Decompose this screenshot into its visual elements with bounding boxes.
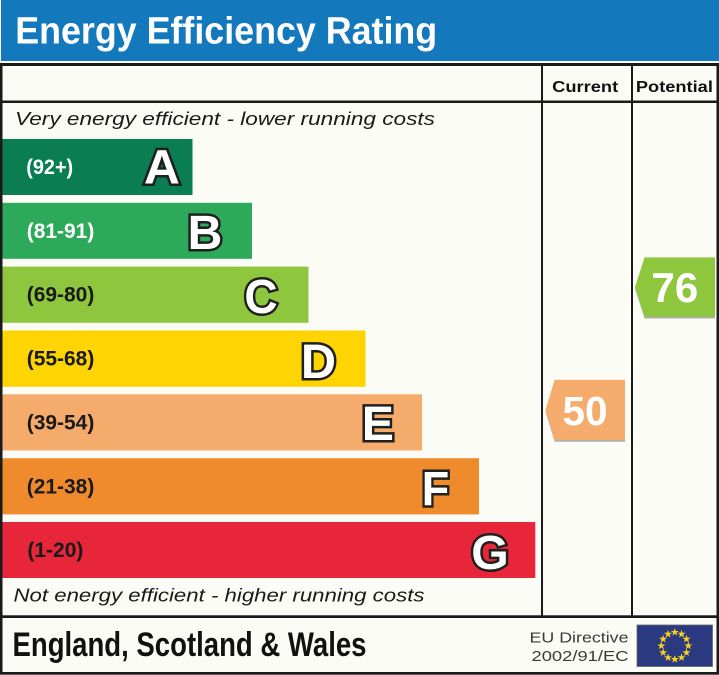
svg-text:76: 76 [651, 264, 698, 311]
svg-text:(81-91): (81-91) [27, 220, 95, 243]
svg-text:F: F [422, 462, 449, 516]
svg-text:Potential: Potential [636, 79, 713, 96]
svg-text:B: B [188, 207, 223, 260]
svg-text:Current: Current [552, 79, 619, 96]
svg-text:E: E [362, 397, 394, 451]
svg-text:England, Scotland & Wales: England, Scotland & Wales [13, 626, 367, 664]
svg-text:G: G [471, 526, 509, 580]
svg-text:C: C [244, 269, 277, 323]
svg-text:(92+): (92+) [26, 156, 73, 179]
svg-text:(55-68): (55-68) [27, 348, 95, 371]
svg-text:(39-54): (39-54) [27, 411, 95, 434]
svg-text:(21-38): (21-38) [27, 475, 95, 498]
svg-text:Not energy efficient - higher: Not energy efficient - higher running co… [14, 586, 425, 606]
svg-text:Very energy efficient - lower: Very energy efficient - lower running co… [15, 109, 435, 129]
svg-text:2002/91/EC: 2002/91/EC [532, 648, 629, 665]
svg-text:(69-80): (69-80) [27, 284, 95, 307]
svg-text:Energy Efficiency Rating: Energy Efficiency Rating [15, 11, 437, 53]
svg-text:EU Directive: EU Directive [530, 630, 629, 647]
svg-text:(1-20): (1-20) [27, 539, 83, 562]
svg-text:50: 50 [562, 388, 607, 434]
svg-text:A: A [144, 141, 180, 194]
svg-text:D: D [301, 335, 336, 389]
